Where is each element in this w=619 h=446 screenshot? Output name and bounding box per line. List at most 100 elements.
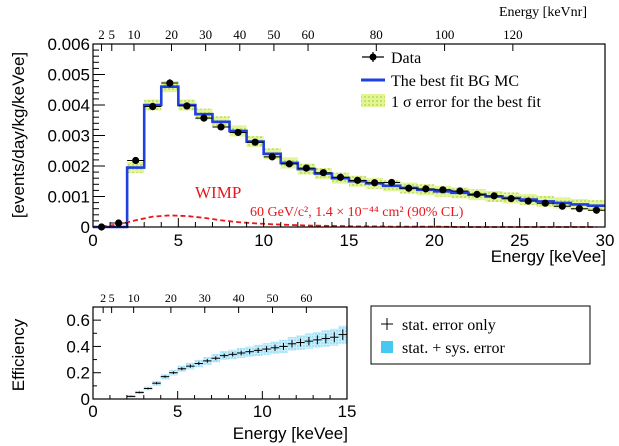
efficiency-chart: 0 5 10 15 00.20.40.6 2 5 10 20 30 40 50 60 Energy … — [9, 291, 591, 443]
efficiency-point — [270, 344, 280, 351]
legend-label-band: 1 σ error for the best fit — [391, 94, 541, 111]
data-point — [212, 123, 230, 131]
top-tick-label: 60 — [302, 27, 315, 42]
wimp-params-label: 60 GeV/c², 1.4 × 10⁻⁴⁴ cm² (90% CL) — [250, 205, 464, 220]
efficiency-point — [330, 332, 339, 343]
legend-item-sys: stat. + sys. error — [381, 340, 505, 357]
data-point — [434, 186, 452, 194]
data-point — [331, 173, 349, 181]
top-tick-label: 40 — [233, 27, 246, 42]
top-axis-ticks: 2 5 10 20 30 40 50 60 80 100 120 — [98, 27, 523, 51]
efficiency-points — [126, 329, 347, 398]
data-point — [195, 114, 213, 122]
efficiency-point — [186, 364, 195, 368]
top-tick-label: 120 — [503, 27, 523, 42]
top-tick-label: 80 — [370, 27, 383, 42]
y-axis-label-efficiency: Efficiency — [9, 318, 28, 391]
y-tick-label: 0 — [81, 218, 90, 237]
efficiency-point — [160, 375, 170, 378]
efficiency-point — [296, 338, 305, 347]
efficiency-point — [211, 356, 220, 361]
x-tick-label: 25 — [510, 231, 529, 250]
efficiency-point — [253, 347, 263, 353]
x-tick-label-efficiency: 0 — [88, 402, 97, 421]
sys-error-band — [126, 325, 347, 398]
legend-label-fit: The best fit BG MC — [391, 73, 519, 90]
data-point — [178, 102, 196, 110]
data-point — [400, 184, 418, 192]
data-point — [519, 197, 537, 205]
legend-item-data: Data — [362, 50, 421, 67]
efficiency-point — [152, 382, 161, 385]
top-tick-label: 20 — [165, 27, 178, 42]
data-point — [417, 185, 435, 193]
data-point — [110, 219, 128, 227]
efficiency-point — [228, 352, 237, 357]
x-tick-label-efficiency: 15 — [338, 402, 357, 421]
efficiency-point — [194, 361, 204, 366]
data-point — [366, 179, 384, 187]
top-axis-label: Energy [keVnr] — [499, 5, 587, 20]
data-point — [502, 195, 520, 203]
spectrum-chart: 0 5 10 15 20 25 30 00.0010.0020.0030.0040.0050… — [9, 5, 614, 266]
efficiency-point — [236, 350, 246, 356]
x-tick-label: 30 — [596, 231, 615, 250]
data-point — [144, 102, 162, 111]
top-tick-label-efficiency: 2 — [100, 291, 106, 305]
x-axis-label: Energy [keVee] — [491, 247, 606, 266]
y-tick-label: 0.005 — [47, 66, 90, 85]
legend-label-data: Data — [391, 50, 421, 67]
x-axis-ticks: 0 5 10 15 20 25 30 — [88, 218, 614, 250]
data-point — [570, 205, 588, 213]
efficiency-point — [126, 395, 136, 398]
legend-label-sys: stat. + sys. error — [402, 340, 505, 357]
x-tick-label: 10 — [254, 231, 273, 250]
y-axis-ticks: 0 0.001 0.002 0.003 0.004 0.005 0.006 — [47, 35, 105, 237]
top-tick-label: 5 — [109, 27, 116, 42]
efficiency-point — [279, 343, 288, 350]
legend-label-stat: stat. error only — [402, 317, 496, 334]
top-tick-label-efficiency: 40 — [233, 291, 245, 305]
top-tick-label: 30 — [199, 27, 212, 42]
y-tick-label: 0.006 — [47, 35, 90, 54]
efficiency-point — [220, 353, 229, 358]
x-tick-label-efficiency: 10 — [253, 402, 272, 421]
data-points — [93, 79, 605, 231]
data-point — [161, 79, 179, 88]
y-tick-label-efficiency: 0.4 — [66, 337, 90, 356]
efficiency-point — [321, 333, 331, 344]
data-point — [349, 176, 367, 184]
efficiency-point — [287, 340, 297, 348]
y-tick-label: 0.002 — [47, 157, 90, 176]
y-tick-label-efficiency: 0 — [81, 390, 90, 409]
y-tick-label-efficiency: 0.6 — [66, 311, 90, 330]
top-tick-label: 10 — [127, 27, 140, 42]
legend-item-fit: The best fit BG MC — [361, 73, 519, 90]
top-axis-ticks-efficiency: 2 5 10 20 30 40 50 60 — [100, 291, 312, 313]
data-point — [314, 169, 332, 177]
data-point — [451, 187, 469, 195]
efficiency-point — [304, 336, 314, 346]
efficiency-point — [203, 359, 212, 363]
top-tick-label: 50 — [267, 27, 280, 42]
data-point — [297, 164, 315, 172]
top-tick-label: 100 — [435, 27, 455, 42]
top-tick-label-efficiency: 5 — [109, 291, 115, 305]
y-tick-label: 0.003 — [47, 127, 90, 146]
data-point — [468, 190, 486, 198]
x-tick-label-efficiency: 5 — [173, 402, 182, 421]
x-tick-label: 20 — [425, 231, 444, 250]
x-tick-label: 5 — [174, 231, 183, 250]
legend: Data The best fit BG MC 1 σ error for th… — [361, 50, 541, 111]
efficiency-point — [135, 391, 144, 394]
efficiency-point — [338, 329, 347, 340]
y-tick-label: 0.001 — [47, 188, 90, 207]
efficiency-point — [245, 349, 254, 355]
data-point — [536, 199, 554, 207]
efficiency-point — [169, 371, 178, 375]
y-tick-label: 0.004 — [47, 96, 90, 115]
x-axis-label-efficiency: Energy [keVee] — [233, 424, 348, 443]
plot-frame-efficiency — [92, 306, 348, 400]
top-tick-label-efficiency: 10 — [128, 291, 140, 305]
